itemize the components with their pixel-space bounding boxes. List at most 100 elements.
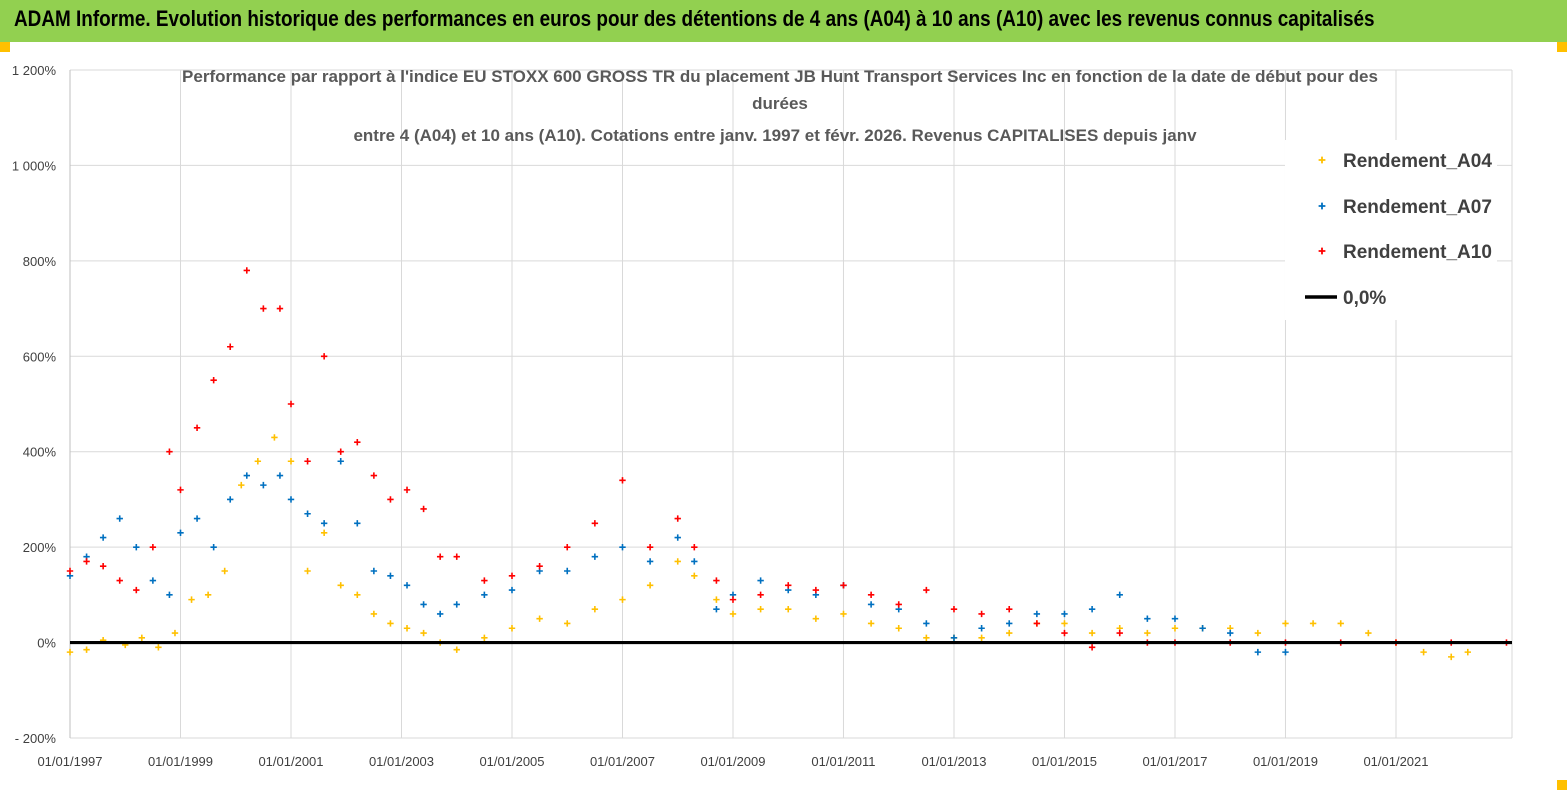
rendement-a10-point <box>83 558 90 565</box>
rendement-a04-point <box>812 615 820 622</box>
rendement-a04-point <box>646 582 654 589</box>
rendement-a10-point <box>99 563 107 570</box>
rendement-a07-point <box>193 515 201 522</box>
rendement-a10-point <box>923 586 930 594</box>
rendement-a07-point <box>370 567 378 575</box>
rendement-a04-point <box>619 596 626 603</box>
rendement-a07-point <box>403 582 411 589</box>
legend: Rendement_A04 Rendement_A07 Rendement_A10 0… <box>1285 140 1497 320</box>
legend-swatch <box>1318 247 1326 255</box>
rendement-a10-point <box>436 553 444 560</box>
rendement-a10-point <box>508 572 516 579</box>
rendement-a07-point <box>116 515 123 522</box>
rendement-a04-point <box>66 648 74 656</box>
rendement-a10-point <box>1061 629 1068 637</box>
chart-title: Performance par rapport à l'indice EU ST… <box>182 67 1378 145</box>
chart-title-line: entre 4 (A04) et 10 ans (A10). Cotations… <box>353 126 1197 145</box>
rendement-a04-point <box>171 629 179 637</box>
rendement-a04-point <box>1282 620 1289 627</box>
rendement-a10-point <box>1116 629 1123 637</box>
rendement-a10-point <box>370 472 378 479</box>
rendement-a10-point <box>729 596 737 603</box>
rendement-a07-point <box>177 529 184 537</box>
rendement-a10-point <box>978 610 985 618</box>
data-points <box>66 267 1510 661</box>
rendement-a10-point <box>713 577 720 584</box>
rendement-a07-point <box>1171 615 1179 622</box>
rendement-a07-point <box>481 591 488 599</box>
rendement-a04-point <box>287 458 295 465</box>
rendement-a10-point <box>287 400 295 408</box>
rendement-a04-point <box>370 610 378 618</box>
rendement-a07-point <box>436 610 444 618</box>
rendement-a10-point <box>895 601 902 608</box>
y-tick-label: - 200% <box>15 731 57 746</box>
rendement-a10-point <box>116 577 123 584</box>
rendement-a07-point <box>260 481 267 489</box>
chart-title-line: Performance par rapport à l'indice EU ST… <box>182 67 1378 86</box>
rendement-a07-point <box>354 520 361 527</box>
rendement-a04-point <box>840 610 847 618</box>
x-tick-label: 01/01/2001 <box>258 754 323 769</box>
x-axis: 01/01/1997 01/01/1999 01/01/2001 01/01/2003… <box>37 754 1428 769</box>
rendement-a04-point <box>1448 653 1455 661</box>
rendement-a04-point <box>757 605 764 613</box>
rendement-a10-point <box>243 267 250 274</box>
rendement-a07-point <box>1088 605 1096 613</box>
x-tick-label: 01/01/1999 <box>148 754 213 769</box>
rendement-a10-point <box>149 543 157 551</box>
chart-title-line: durées <box>752 94 808 113</box>
rendement-a04-point <box>729 610 737 618</box>
rendement-a04-point <box>337 582 344 589</box>
rendement-a10-point <box>1033 620 1041 627</box>
rendement-a04-point <box>387 620 394 627</box>
rendement-a07-point <box>337 458 344 465</box>
legend-label: Rendement_A10 <box>1343 242 1492 263</box>
page-title: ADAM Informe. Evolution historique des p… <box>14 6 1375 31</box>
rendement-a04-point <box>138 634 146 641</box>
rendement-a07-point <box>646 558 654 565</box>
rendement-a04-point <box>271 434 278 441</box>
rendement-a04-point <box>691 572 698 579</box>
rendement-a07-point <box>320 520 328 527</box>
rendement-a10-point <box>950 605 958 613</box>
rendement-a10-point <box>260 305 267 312</box>
x-tick-label: 01/01/2021 <box>1363 754 1428 769</box>
y-tick-label: 200% <box>23 540 57 555</box>
rendement-a04-point <box>536 615 543 622</box>
rendement-a10-point <box>812 586 820 594</box>
rendement-a10-point <box>757 591 764 599</box>
rendement-a10-point <box>619 477 626 484</box>
corner-marker <box>1557 42 1567 52</box>
legend-label: 0,0% <box>1343 288 1386 309</box>
rendement-a10-point <box>403 486 411 494</box>
rendement-a04-point <box>1464 648 1471 656</box>
rendement-a07-point <box>1227 629 1234 637</box>
rendement-a10-point <box>867 591 875 599</box>
rendement-a07-point <box>978 625 985 632</box>
rendement-a10-point <box>387 496 394 503</box>
legend-swatch <box>1318 156 1326 164</box>
rendement-a04-point <box>1061 620 1068 627</box>
rendement-a07-point <box>133 543 140 551</box>
rendement-a04-point <box>785 605 792 613</box>
rendement-a07-point <box>923 620 930 627</box>
rendement-a07-point <box>1116 591 1123 599</box>
rendement-a10-point <box>337 448 344 455</box>
x-tick-label: 01/01/2017 <box>1142 754 1207 769</box>
rendement-a04-point <box>1309 620 1317 627</box>
rendement-a10-point <box>210 376 217 384</box>
rendement-a07-point <box>227 496 234 503</box>
rendement-a04-point <box>155 644 162 651</box>
rendement-a07-point <box>99 534 107 541</box>
rendement-a04-point <box>867 620 875 627</box>
y-tick-label: 0% <box>37 636 56 651</box>
x-tick-label: 01/01/2007 <box>590 754 655 769</box>
x-tick-label: 01/01/2011 <box>811 754 875 769</box>
rendement-a04-point <box>1365 629 1372 637</box>
y-tick-label: 1 000% <box>12 158 57 173</box>
rendement-a04-point <box>1144 629 1151 637</box>
legend-box <box>1285 140 1497 320</box>
rendement-a04-point <box>453 646 460 653</box>
legend-label: Rendement_A04 <box>1343 151 1492 172</box>
